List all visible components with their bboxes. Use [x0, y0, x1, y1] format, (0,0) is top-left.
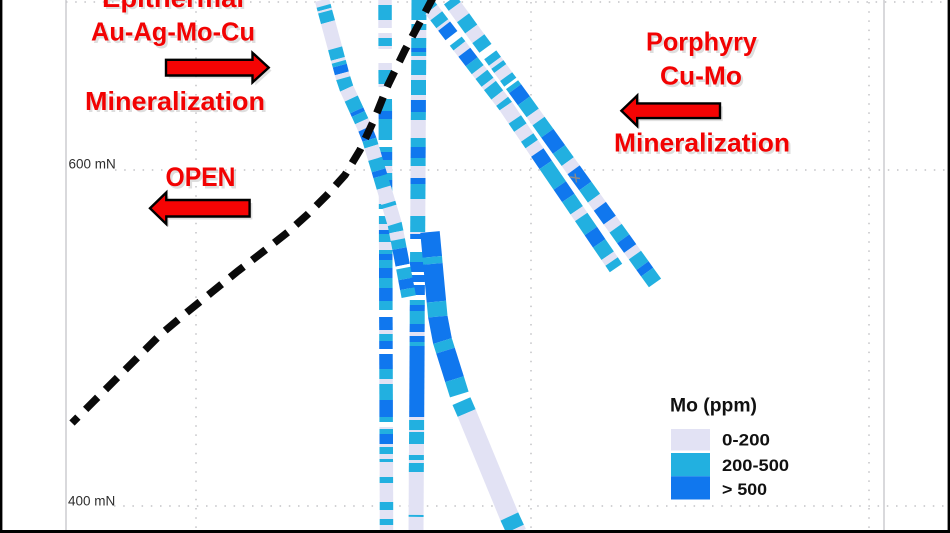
svg-text:Porphyry: Porphyry	[646, 27, 758, 57]
svg-text:Mineralization: Mineralization	[616, 130, 792, 160]
svg-text:Cu-Mo: Cu-Mo	[662, 63, 744, 93]
svg-text:Porphyry: Porphyry	[648, 29, 760, 59]
svg-text:Mo (ppm): Mo (ppm)	[670, 396, 757, 417]
svg-text:Mineralization: Mineralization	[87, 88, 267, 118]
svg-text:Au-Ag-Mo-Cu: Au-Ag-Mo-Cu	[93, 19, 257, 49]
svg-text:200-500: 200-500	[722, 456, 789, 475]
svg-text:OPEN: OPEN	[166, 162, 236, 192]
svg-text:OPEN: OPEN	[168, 164, 238, 194]
svg-text:Epithermal: Epithermal	[102, 0, 244, 13]
svg-text:0-200: 0-200	[722, 431, 770, 450]
svg-text:Epithermal: Epithermal	[104, 0, 246, 15]
svg-text:600 mN: 600 mN	[69, 157, 116, 172]
svg-text:Mineralization: Mineralization	[85, 86, 265, 116]
svg-text:Au-Ag-Mo-Cu: Au-Ag-Mo-Cu	[91, 17, 255, 47]
svg-text:Cu-Mo: Cu-Mo	[660, 61, 742, 91]
svg-text:> 500: > 500	[722, 480, 767, 499]
svg-text:400 mN: 400 mN	[68, 494, 115, 509]
svg-text:Mineralization: Mineralization	[614, 128, 790, 158]
